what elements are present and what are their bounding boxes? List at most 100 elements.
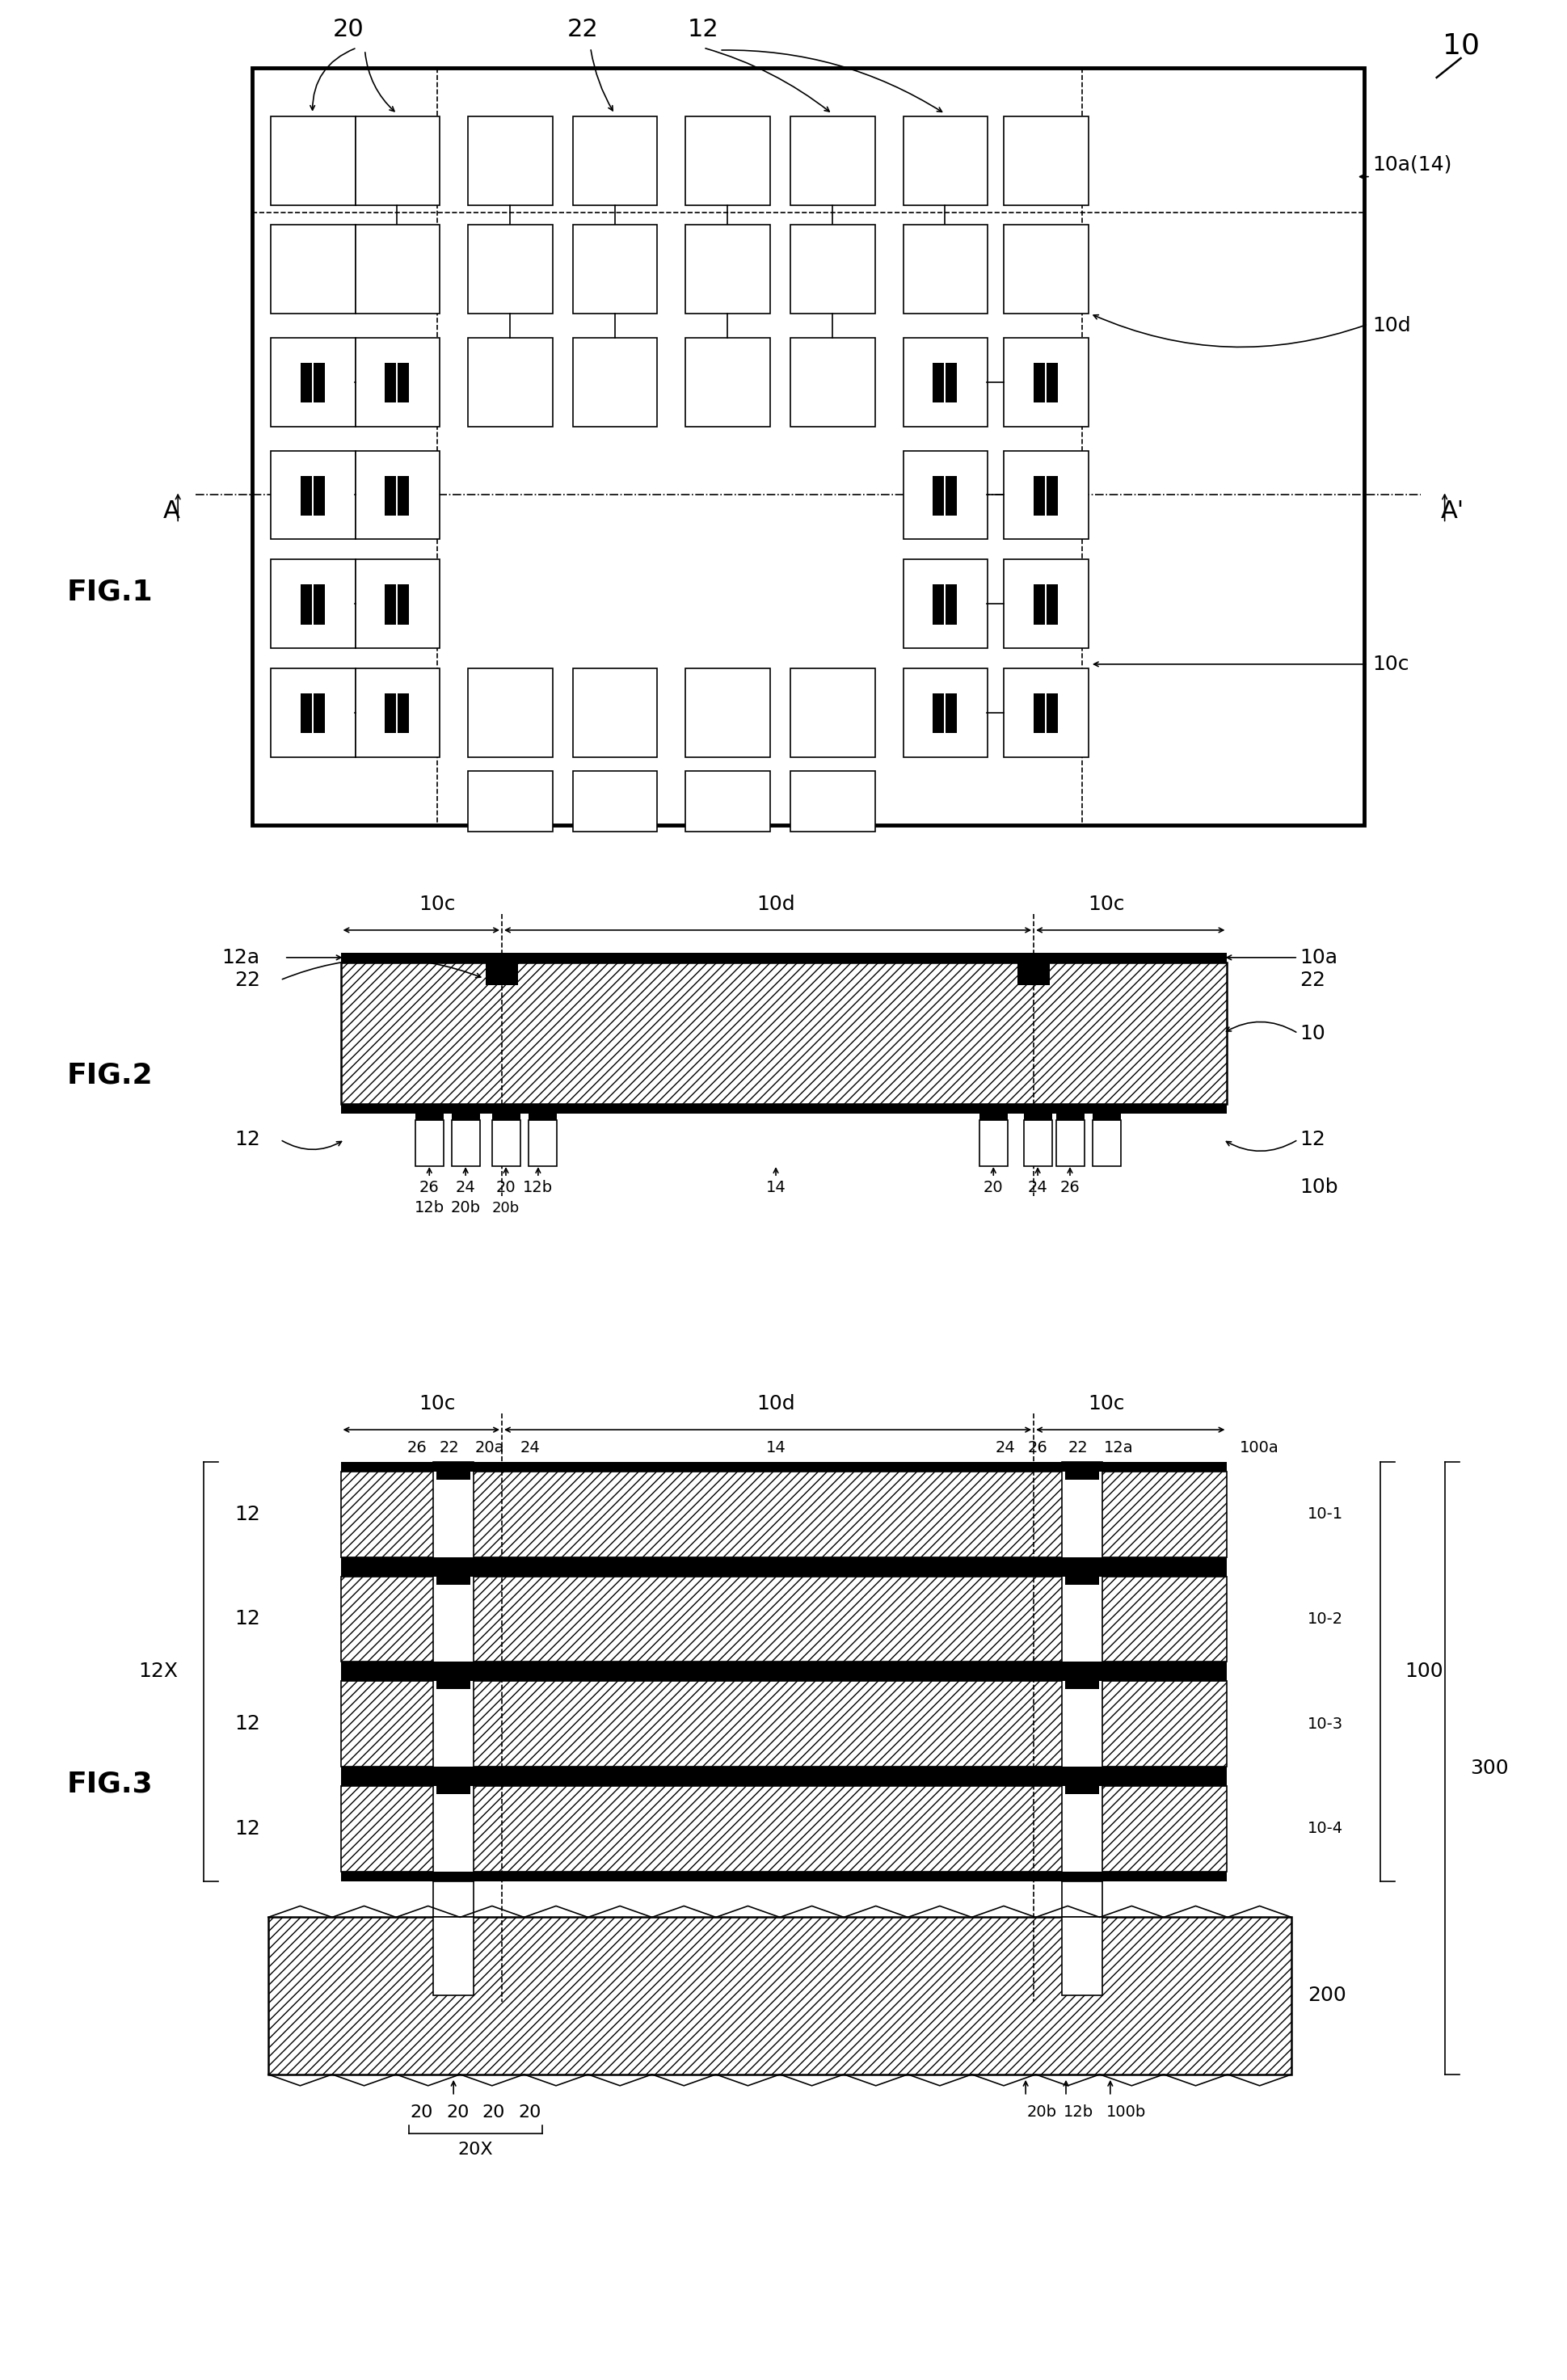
- Bar: [1004, 559, 1089, 647]
- Text: 12b: 12b: [523, 1180, 553, 1195]
- Bar: [790, 669, 874, 757]
- Bar: [1004, 338, 1089, 426]
- Bar: [356, 226, 440, 314]
- Bar: [574, 669, 658, 757]
- Bar: [434, 1671, 473, 1775]
- Text: 20: 20: [495, 1180, 516, 1195]
- Bar: [340, 1557, 1227, 1566]
- Bar: [415, 1114, 443, 1121]
- Bar: [301, 362, 312, 402]
- Bar: [1004, 117, 1089, 205]
- Text: 10-4: 10-4: [1308, 1821, 1343, 1837]
- Bar: [790, 117, 874, 205]
- Text: 10d: 10d: [1373, 317, 1410, 336]
- Bar: [434, 1918, 473, 1994]
- Bar: [340, 1661, 1227, 1671]
- Text: 20: 20: [334, 17, 365, 40]
- Bar: [686, 771, 771, 831]
- Bar: [492, 1121, 520, 1166]
- Bar: [1034, 476, 1045, 516]
- Text: 14: 14: [766, 1180, 785, 1195]
- Bar: [1062, 1566, 1102, 1671]
- Bar: [434, 1880, 473, 1918]
- Bar: [946, 693, 957, 733]
- Bar: [1004, 669, 1089, 757]
- Text: 26: 26: [1059, 1180, 1080, 1195]
- Text: 10d: 10d: [757, 1395, 794, 1414]
- Bar: [437, 1673, 470, 1690]
- Bar: [486, 962, 519, 985]
- Bar: [469, 226, 553, 314]
- Bar: [301, 585, 312, 624]
- Bar: [1025, 1121, 1053, 1166]
- Bar: [1047, 585, 1058, 624]
- Bar: [313, 362, 324, 402]
- Bar: [271, 559, 356, 647]
- Bar: [1066, 1673, 1098, 1690]
- Bar: [271, 450, 356, 540]
- Bar: [313, 585, 324, 624]
- Text: 12: 12: [235, 1130, 260, 1150]
- Bar: [946, 476, 957, 516]
- Bar: [528, 1121, 556, 1166]
- Text: 10c: 10c: [1087, 1395, 1125, 1414]
- Bar: [340, 1671, 1227, 1680]
- Bar: [932, 693, 945, 733]
- Text: 100: 100: [1404, 1661, 1443, 1680]
- Bar: [398, 476, 409, 516]
- Bar: [1066, 1464, 1098, 1480]
- Text: 12: 12: [235, 1504, 260, 1523]
- Text: 20b: 20b: [492, 1202, 520, 1216]
- Bar: [1062, 1775, 1102, 1880]
- Bar: [340, 1104, 1227, 1114]
- Bar: [1056, 1121, 1084, 1166]
- Bar: [469, 338, 553, 426]
- Bar: [1017, 962, 1050, 985]
- Bar: [301, 693, 312, 733]
- Bar: [903, 338, 987, 426]
- Bar: [574, 771, 658, 831]
- Bar: [946, 362, 957, 402]
- Text: 20a: 20a: [475, 1440, 505, 1454]
- Text: 22: 22: [1299, 971, 1326, 990]
- Bar: [271, 669, 356, 757]
- Bar: [1062, 1918, 1102, 1994]
- Bar: [932, 362, 945, 402]
- Bar: [434, 1566, 473, 1671]
- Text: 20: 20: [483, 2104, 505, 2121]
- Text: FIG.3: FIG.3: [67, 1771, 154, 1797]
- Text: 10a: 10a: [1299, 947, 1338, 966]
- Bar: [398, 362, 409, 402]
- Text: 10c: 10c: [1087, 895, 1125, 914]
- Bar: [1047, 476, 1058, 516]
- Bar: [271, 226, 356, 314]
- Text: 26: 26: [407, 1440, 428, 1454]
- Bar: [313, 693, 324, 733]
- Bar: [492, 1114, 520, 1121]
- Bar: [271, 117, 356, 205]
- Bar: [398, 585, 409, 624]
- Bar: [903, 117, 987, 205]
- Text: 10-3: 10-3: [1308, 1716, 1343, 1733]
- Text: 200: 200: [1308, 1985, 1346, 2004]
- Bar: [1047, 693, 1058, 733]
- Bar: [271, 338, 356, 426]
- Text: 12a: 12a: [223, 947, 260, 966]
- Bar: [903, 559, 987, 647]
- Text: 24: 24: [1028, 1180, 1048, 1195]
- Bar: [1047, 362, 1058, 402]
- Text: 20: 20: [411, 2104, 432, 2121]
- Bar: [574, 117, 658, 205]
- Bar: [385, 476, 396, 516]
- Bar: [1025, 1114, 1053, 1121]
- Text: 12: 12: [688, 17, 719, 40]
- Bar: [437, 1568, 470, 1585]
- Bar: [1092, 1114, 1120, 1121]
- Text: 20: 20: [984, 1180, 1003, 1195]
- Bar: [252, 69, 1365, 826]
- Bar: [340, 1785, 1227, 1871]
- Text: 22: 22: [567, 17, 599, 40]
- Bar: [686, 117, 771, 205]
- Text: 20b: 20b: [1026, 2104, 1056, 2121]
- Bar: [301, 476, 312, 516]
